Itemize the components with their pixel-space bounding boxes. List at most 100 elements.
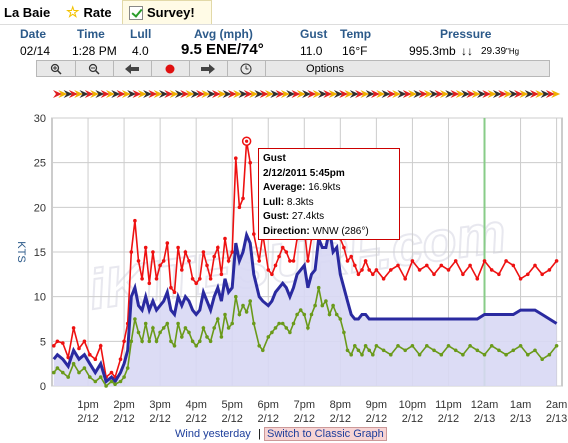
wind-direction-arrow bbox=[233, 90, 243, 98]
zoom-out-button[interactable] bbox=[75, 61, 114, 76]
wind-direction-arrow bbox=[137, 90, 147, 98]
data-point bbox=[158, 263, 162, 268]
wind-direction-arrow bbox=[227, 90, 237, 98]
wind-direction-arrow bbox=[365, 90, 375, 98]
data-point bbox=[165, 321, 170, 326]
wind-direction-arrow bbox=[482, 90, 492, 98]
wind-direction-arrow bbox=[291, 90, 301, 98]
wind-yesterday-link[interactable]: Wind yesterday bbox=[175, 428, 251, 440]
data-point bbox=[360, 268, 364, 272]
data-point bbox=[309, 312, 314, 317]
data-point bbox=[230, 250, 234, 254]
options-button[interactable]: Options bbox=[265, 61, 385, 76]
zoom-out-icon bbox=[88, 63, 100, 75]
wind-direction-arrow bbox=[79, 90, 89, 98]
wind-direction-arrow bbox=[545, 90, 555, 98]
data-point bbox=[61, 341, 65, 345]
wind-direction-arrow bbox=[445, 90, 455, 98]
data-point bbox=[158, 330, 162, 335]
wind-direction-arrow bbox=[270, 90, 280, 98]
data-point bbox=[540, 357, 544, 362]
pressure-hg-value: 29.39 bbox=[481, 46, 507, 57]
data-point bbox=[154, 277, 159, 281]
wind-direction-arrow bbox=[450, 90, 460, 98]
x-tick-date: 2/12 bbox=[402, 413, 423, 425]
rate-tab[interactable]: ☆ Rate bbox=[66, 0, 112, 24]
header-lull: Lull bbox=[130, 27, 152, 41]
data-point bbox=[342, 245, 346, 250]
survey-tab[interactable]: Survey! bbox=[122, 0, 212, 24]
wind-direction-arrow bbox=[265, 90, 274, 98]
data-point bbox=[453, 348, 458, 353]
wind-direction-arrow bbox=[461, 90, 471, 98]
wind-direction-arrow bbox=[68, 90, 78, 98]
wind-direction-arrow bbox=[280, 90, 290, 98]
forward-button[interactable] bbox=[189, 61, 228, 76]
x-tick-label: 6pm bbox=[258, 399, 279, 411]
data-point bbox=[71, 326, 76, 330]
data-point bbox=[223, 236, 227, 241]
data-point bbox=[136, 259, 141, 263]
data-point bbox=[461, 352, 465, 357]
zoom-in-button[interactable] bbox=[37, 61, 76, 76]
wind-direction-arrow bbox=[212, 90, 221, 98]
data-point bbox=[129, 250, 134, 254]
data-point bbox=[547, 352, 552, 357]
y-tick-label: 30 bbox=[34, 113, 46, 125]
x-tick-date: 2/12 bbox=[294, 413, 315, 425]
wind-direction-arrow bbox=[418, 90, 428, 98]
wind-direction-arrow bbox=[413, 90, 423, 98]
wind-direction-arrow bbox=[519, 90, 529, 98]
data-point bbox=[468, 344, 472, 348]
data-point bbox=[61, 370, 65, 375]
wind-direction-arrow bbox=[381, 90, 391, 98]
data-point bbox=[183, 250, 188, 254]
header-pressure: Pressure bbox=[440, 27, 492, 41]
data-point bbox=[295, 312, 299, 317]
data-point bbox=[417, 268, 422, 272]
data-point bbox=[88, 375, 92, 379]
data-point bbox=[540, 272, 544, 277]
back-button[interactable] bbox=[113, 61, 152, 76]
x-tick-label: 2pm bbox=[113, 399, 134, 411]
wind-direction-arrow bbox=[164, 90, 174, 98]
wind-direction-arrow bbox=[174, 90, 184, 98]
wind-direction-arrow bbox=[514, 90, 524, 98]
wind-direction-arrow bbox=[349, 90, 359, 98]
wind-direction-arrow bbox=[143, 90, 153, 98]
data-point bbox=[88, 352, 92, 357]
data-point bbox=[345, 259, 350, 263]
x-tick-label: 4pm bbox=[185, 399, 206, 411]
data-point bbox=[66, 375, 70, 379]
data-point bbox=[446, 344, 451, 348]
red-dot-icon bbox=[165, 64, 175, 73]
wind-direction-arrow bbox=[259, 90, 269, 98]
wind-direction-arrow bbox=[302, 90, 312, 98]
data-point bbox=[511, 263, 516, 268]
data-point bbox=[403, 348, 408, 353]
data-point bbox=[349, 254, 354, 259]
clock-button[interactable] bbox=[227, 61, 266, 76]
data-point bbox=[489, 268, 494, 272]
x-tick-label: 1pm bbox=[77, 399, 98, 411]
data-point bbox=[201, 250, 206, 254]
obs-pressure-mb: 995.3mb bbox=[409, 44, 456, 58]
y-tick-label: 15 bbox=[34, 247, 46, 259]
header-avg: Avg (mph) bbox=[194, 27, 253, 41]
obs-pressure-hg: 29.39"Hg bbox=[481, 46, 519, 57]
data-point bbox=[190, 339, 195, 344]
wind-direction-arrow bbox=[312, 90, 322, 98]
data-point bbox=[52, 370, 56, 375]
data-point bbox=[125, 366, 130, 370]
data-point bbox=[327, 312, 332, 317]
data-point bbox=[533, 348, 537, 353]
data-point bbox=[55, 366, 60, 370]
data-point bbox=[410, 259, 415, 263]
data-point bbox=[389, 268, 393, 272]
data-point bbox=[205, 335, 209, 339]
record-button[interactable] bbox=[151, 61, 190, 76]
wind-direction-arrow bbox=[249, 90, 259, 98]
data-point bbox=[482, 259, 487, 263]
data-point bbox=[374, 268, 379, 272]
classic-graph-button[interactable]: Switch to Classic Graph bbox=[264, 427, 387, 441]
